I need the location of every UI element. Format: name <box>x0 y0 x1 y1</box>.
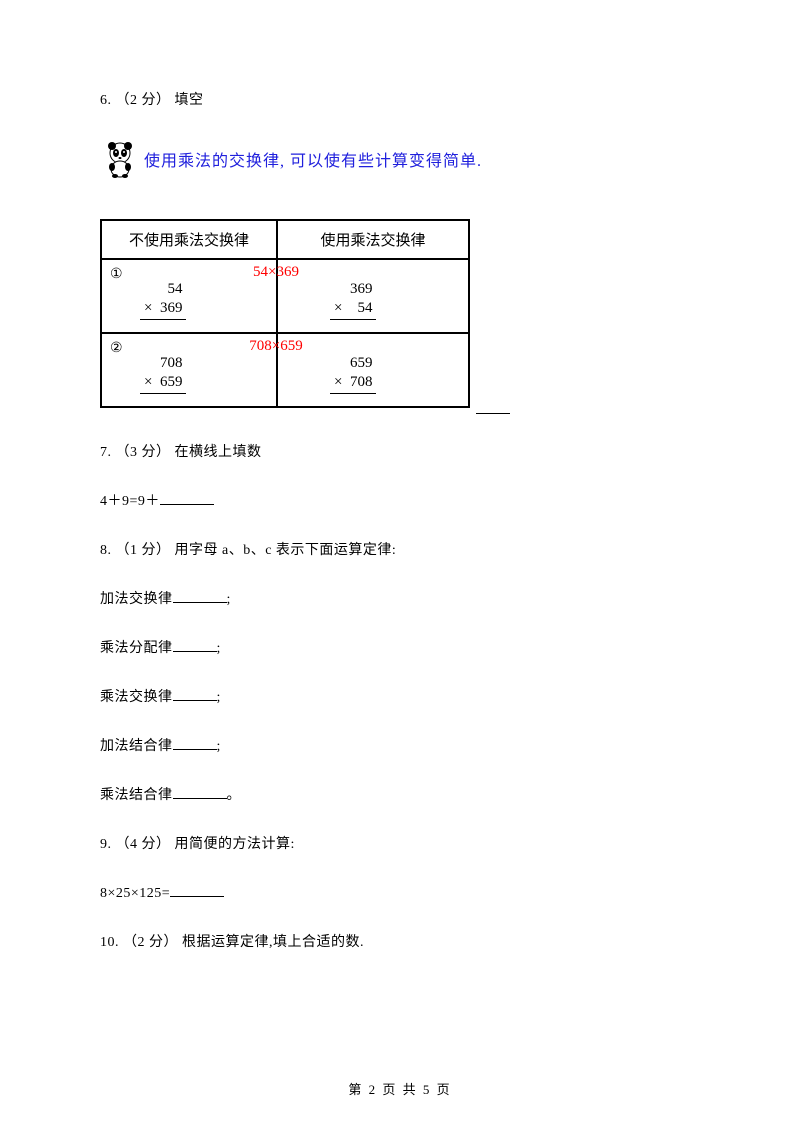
table-trailing-blank <box>476 400 510 414</box>
q9-label: 用简便的方法计算: <box>175 837 295 852</box>
q7-label: 在横线上填数 <box>175 445 262 460</box>
q8-blank4[interactable] <box>173 738 217 750</box>
row2-left-mult: 708 × 659 <box>140 354 186 394</box>
row2-right-mult: 659 × 708 <box>330 354 376 394</box>
q10-label: 根据运算定律,填上合适的数. <box>182 935 364 950</box>
q6-number: 6. （2 分） <box>100 93 171 108</box>
calc-table-wrap: 不使用乘法交换律 使用乘法交换律 ① 54×369 54 × 369 369 ×… <box>100 219 700 414</box>
q8-law4: 加法结合律; <box>100 736 700 757</box>
q8-law5: 乘法结合律。 <box>100 785 700 806</box>
q7-number: 7. （3 分） <box>100 445 171 460</box>
q8-number: 8. （1 分） <box>100 543 171 558</box>
table-row2-left: ② 708×659 708 × 659 <box>101 333 277 407</box>
panda-icon <box>100 139 140 179</box>
q8-blank2[interactable] <box>173 640 217 652</box>
q9-expr: 8×25×125= <box>100 883 700 904</box>
calc-table: 不使用乘法交换律 使用乘法交换律 ① 54×369 54 × 369 369 ×… <box>100 219 470 408</box>
table-header-left: 不使用乘法交换律 <box>101 220 277 259</box>
q8-label: 用字母 a、b、c 表示下面运算定律: <box>175 543 397 558</box>
panda-hint: 使用乘法的交换律, 可以使有些计算变得简单. <box>100 139 700 179</box>
q8-law3: 乘法交换律; <box>100 687 700 708</box>
q9-blank[interactable] <box>170 885 224 897</box>
page-footer: 第 2 页 共 5 页 <box>0 1079 800 1098</box>
table-header-right: 使用乘法交换律 <box>277 220 469 259</box>
q8-blank5[interactable] <box>173 787 227 799</box>
q6-label: 填空 <box>175 93 204 108</box>
question-7: 7. （3 分） 在横线上填数 <box>100 442 700 463</box>
q8-blank3[interactable] <box>173 689 217 701</box>
q7-blank[interactable] <box>160 493 214 505</box>
q8-law1: 加法交换律; <box>100 589 700 610</box>
question-8: 8. （1 分） 用字母 a、b、c 表示下面运算定律: <box>100 540 700 561</box>
question-10: 10. （2 分） 根据运算定律,填上合适的数. <box>100 932 700 953</box>
q9-number: 9. （4 分） <box>100 837 171 852</box>
question-9: 9. （4 分） 用简便的方法计算: <box>100 834 700 855</box>
table-row1-left: ① 54×369 54 × 369 <box>101 259 277 333</box>
row2-number: ② <box>110 340 123 357</box>
question-6: 6. （2 分） 填空 <box>100 90 700 111</box>
q8-blank1[interactable] <box>173 591 227 603</box>
q8-law2: 乘法分配律; <box>100 638 700 659</box>
q10-number: 10. （2 分） <box>100 935 178 950</box>
table-row2-right: 659 × 708 <box>277 333 469 407</box>
row1-number: ① <box>110 266 123 283</box>
table-row1-right: 369 × 54 <box>277 259 469 333</box>
row1-left-mult: 54 × 369 <box>140 280 186 320</box>
row1-right-mult: 369 × 54 <box>330 280 376 320</box>
q7-expr: 4＋9=9＋ <box>100 491 700 512</box>
panda-hint-text: 使用乘法的交换律, 可以使有些计算变得简单. <box>144 147 482 171</box>
